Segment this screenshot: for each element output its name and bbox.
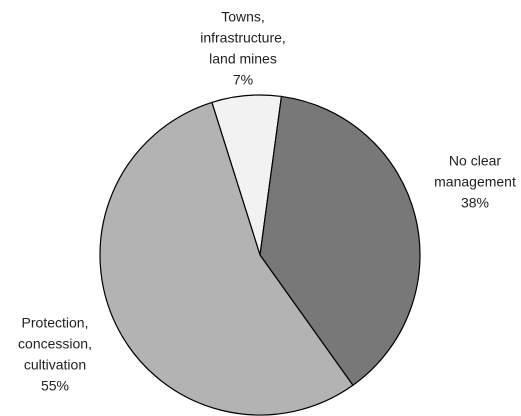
pie-slice [99, 101, 354, 416]
slice-label: management [434, 174, 516, 190]
slice-label: concession, [18, 336, 92, 352]
slice-label: infrastructure, [200, 30, 286, 46]
slice-label: cultivation [24, 357, 86, 373]
pie-slice [259, 95, 421, 387]
slice-value-label: 7% [233, 72, 253, 88]
slice-label: Towns, [221, 9, 265, 25]
slice-value-label: 38% [461, 195, 489, 211]
slice-label: Protection, [22, 315, 89, 331]
slice-label: No clear [449, 153, 501, 169]
slice-value-label: 55% [41, 378, 69, 394]
slice-label: land mines [209, 51, 277, 67]
